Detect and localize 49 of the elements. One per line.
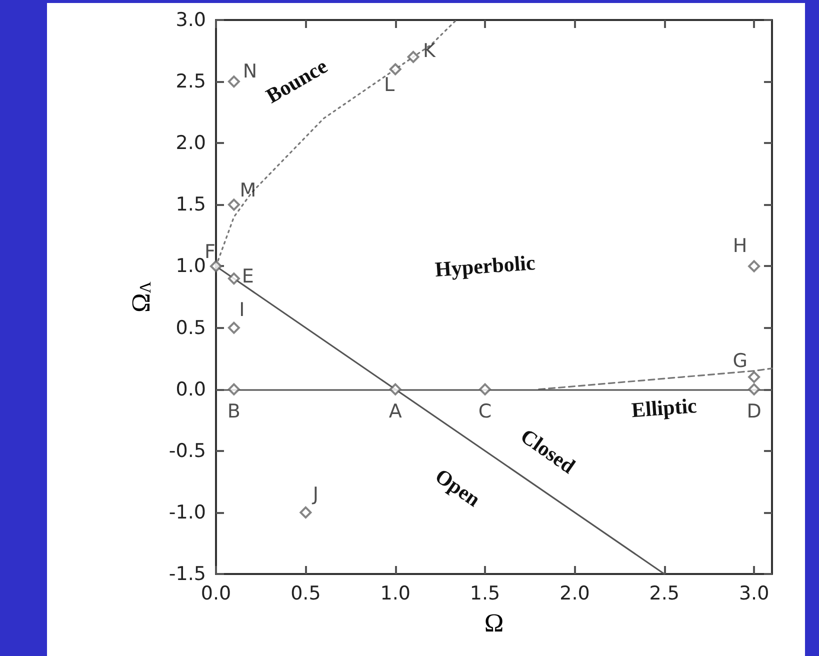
point [748,371,760,384]
point [228,383,240,396]
point [389,63,402,76]
data-label: L [384,74,396,96]
x-tick-label: 2.5 [649,582,680,604]
line-series [538,368,773,390]
x-tick-label: 0.5 [290,582,321,604]
data-label: N [242,60,258,83]
data-label: A [388,400,402,422]
x-axis-title: Ω [484,608,504,638]
data-label: K [423,40,436,62]
data-label: G [732,350,748,372]
data-label: J [312,483,318,506]
x-tick-label: 3.0 [738,582,770,604]
y-tick-label: -1.5 [168,563,206,585]
data-label: F [204,241,216,264]
point [479,383,492,396]
data-label: C [478,400,492,422]
data-label: D [746,400,762,422]
x-tick-label: 2.0 [560,582,590,604]
data-label: M [240,180,256,202]
x-tick-label: 0.0 [200,582,232,604]
point [748,260,760,272]
y-tick-label: 2.5 [176,70,206,93]
y-tick-label: 0.0 [176,378,206,400]
x-tick-label: 1.5 [470,582,500,604]
y-tick-label: 1.5 [176,194,206,216]
annotation: Hyperbolic [434,250,536,282]
y-tick-label: 2.0 [176,132,206,154]
point [389,383,402,396]
point [748,383,760,396]
y-tick-label: -0.5 [168,440,206,462]
x-tick-label: 1.0 [380,582,410,604]
annotation: Elliptic [630,394,698,422]
point [228,76,240,88]
point [228,322,240,334]
data-label: B [227,400,240,422]
y-tick-label: -1.0 [168,501,206,524]
point [300,506,312,518]
data-label: E [242,266,254,288]
y-tick-label: 0.5 [176,316,206,339]
y-tick-label: 3.0 [176,9,206,31]
data-label: H [732,235,748,258]
data-label: I [239,298,245,321]
point [228,198,240,211]
y-tick-label: 1.0 [176,255,206,278]
point [228,272,240,285]
point [407,50,420,63]
y-axis-title: ΩΛ [126,281,156,312]
